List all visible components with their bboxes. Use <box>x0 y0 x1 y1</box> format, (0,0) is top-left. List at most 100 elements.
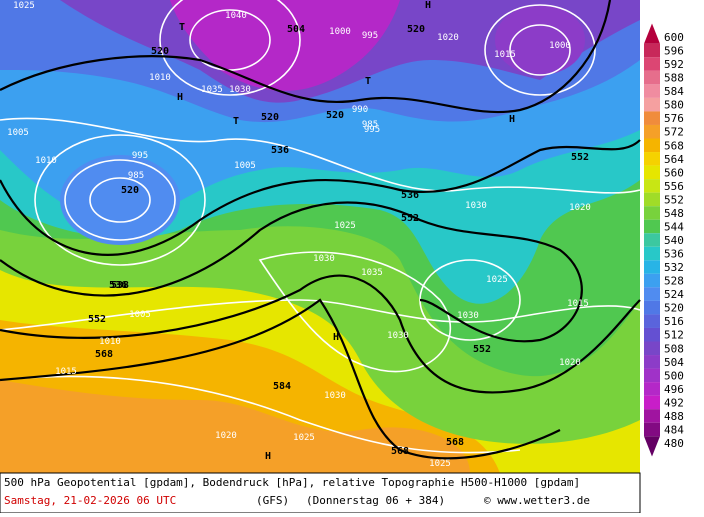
map-label: 1010 <box>149 73 171 83</box>
legend-label: 536 <box>664 248 684 261</box>
legend-label: 520 <box>664 302 684 315</box>
footer-title: 500 hPa Geopotential [gpdam], Bodendruck… <box>4 476 580 489</box>
legend-swatch <box>644 314 660 328</box>
legend-swatch <box>644 57 660 71</box>
legend-label: 544 <box>664 220 684 233</box>
legend-swatch <box>644 43 660 58</box>
legend: 6005965925885845805765725685645605565525… <box>644 23 684 457</box>
legend-label: 592 <box>664 58 684 71</box>
map-label: 568 <box>391 446 409 457</box>
footer-model: (GFS) <box>256 494 289 507</box>
legend-label: 584 <box>664 85 684 98</box>
map-label: 568 <box>95 349 113 360</box>
map-label: 1025 <box>486 275 508 285</box>
legend-swatch <box>644 422 660 437</box>
legend-label: 528 <box>664 275 684 288</box>
map-label: 504 <box>287 24 305 35</box>
legend-swatch <box>644 219 660 234</box>
map-label: 520 <box>261 112 279 123</box>
map-label: 1000 <box>549 41 571 51</box>
legend-swatch <box>644 165 660 180</box>
legend-label: 496 <box>664 383 684 396</box>
legend-swatch <box>644 409 660 423</box>
map-label: 536 <box>109 280 127 291</box>
map-label: 1010 <box>99 337 121 347</box>
legend-swatch <box>644 327 660 342</box>
legend-swatch <box>644 355 660 369</box>
legend-swatch <box>644 206 660 220</box>
map-label: 520 <box>151 46 169 57</box>
legend-swatch <box>644 382 660 396</box>
legend-swatch <box>644 436 660 457</box>
map-label: 1025 <box>13 1 35 11</box>
map-label: H <box>265 451 271 462</box>
legend-swatch <box>644 368 660 383</box>
map-label: 1020 <box>437 33 459 43</box>
map-label: 1030 <box>324 391 346 401</box>
legend-swatch <box>644 192 660 207</box>
legend-swatch <box>644 273 660 288</box>
map-label: 536 <box>401 190 419 201</box>
map-label: 520 <box>326 110 344 121</box>
legend-swatch <box>644 23 660 44</box>
legend-swatch <box>644 138 660 153</box>
map-label: H <box>509 114 515 125</box>
map-label: 990 <box>352 105 368 115</box>
map-label: 1005 <box>7 128 29 138</box>
legend-swatch <box>644 395 660 410</box>
legend-label: 508 <box>664 342 684 355</box>
map-label: 1040 <box>225 11 247 21</box>
map-label: 568 <box>446 437 464 448</box>
legend-label: 540 <box>664 234 684 247</box>
legend-swatch <box>644 287 660 301</box>
map-label: 552 <box>88 314 106 325</box>
legend-label: 568 <box>664 139 684 152</box>
map-label: 985 <box>128 171 144 181</box>
map-label: H <box>177 92 183 103</box>
legend-label: 480 <box>664 437 684 450</box>
legend-label: 492 <box>664 396 684 409</box>
map-label: 1025 <box>429 459 451 469</box>
map-label: 552 <box>571 152 589 163</box>
legend-swatch <box>644 260 660 274</box>
footer-run: (Donnerstag 06 + 384) <box>306 494 445 507</box>
legend-label: 488 <box>664 410 684 423</box>
map-label: 985 <box>362 120 378 130</box>
legend-swatch <box>644 70 660 85</box>
legend-swatch <box>644 179 660 193</box>
map-label: 552 <box>473 344 491 355</box>
map-label: 1020 <box>559 358 581 368</box>
map-label: 1010 <box>35 156 57 166</box>
map-label: 995 <box>362 31 378 41</box>
footer-date: Samstag, 21-02-2026 06 UTC <box>4 494 176 507</box>
legend-label: 512 <box>664 329 684 342</box>
map-label: 1015 <box>494 50 516 60</box>
legend-label: 588 <box>664 72 684 85</box>
map-label: 1020 <box>569 203 591 213</box>
map-label: 1000 <box>329 27 351 37</box>
legend-label: 552 <box>664 193 684 206</box>
map-label: H <box>333 332 339 343</box>
map-label: 1015 <box>55 367 77 377</box>
legend-swatch <box>644 246 660 261</box>
legend-label: 532 <box>664 261 684 274</box>
footer-copyright: © www.wetter3.de <box>484 494 590 507</box>
legend-label: 484 <box>664 423 684 436</box>
map-label: H <box>425 0 431 11</box>
map-label: 520 <box>121 185 139 196</box>
legend-swatch <box>644 233 660 247</box>
legend-swatch <box>644 84 660 98</box>
map-label: 1025 <box>334 221 356 231</box>
map-label: 995 <box>364 125 380 135</box>
legend-label: 576 <box>664 112 684 125</box>
legend-label: 500 <box>664 369 684 382</box>
legend-label: 524 <box>664 288 684 301</box>
map-label: 1030 <box>387 331 409 341</box>
legend-label: 556 <box>664 180 684 193</box>
legend-label: 516 <box>664 315 684 328</box>
map-label: 1005 <box>129 310 151 320</box>
legend-label: 504 <box>664 356 684 369</box>
map-label: 1035 <box>361 268 383 278</box>
map-labels: 1025 1040 504 1000 995 520 1020 1015 1000 520 520 1… <box>7 0 591 469</box>
legend-swatch <box>644 300 660 315</box>
